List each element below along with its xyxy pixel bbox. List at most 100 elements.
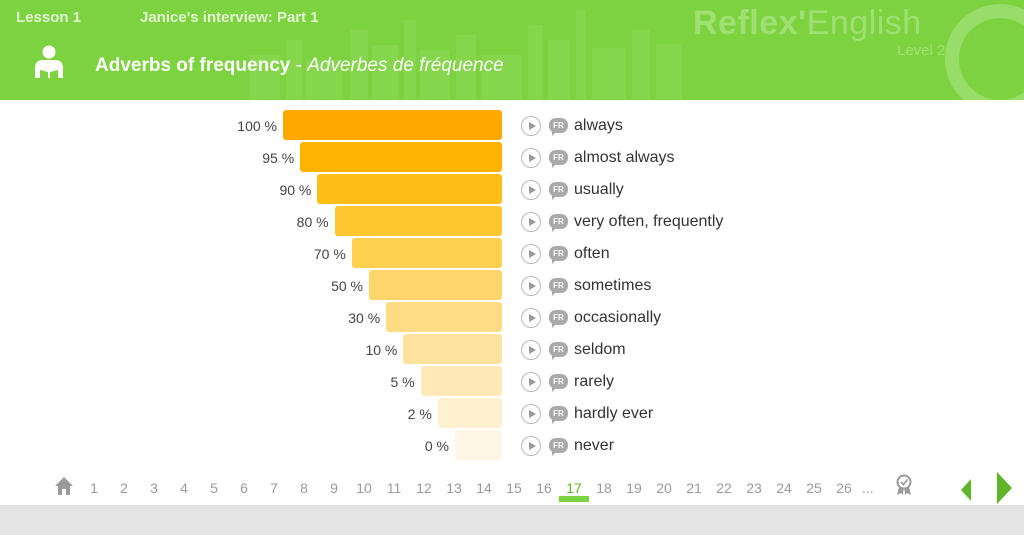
page-number[interactable]: 5 [210, 480, 218, 496]
footer-bar [0, 505, 1024, 535]
play-audio-icon[interactable] [521, 340, 541, 360]
page-number[interactable]: 20 [656, 480, 672, 496]
play-audio-icon[interactable] [521, 276, 541, 296]
page-number[interactable]: 14 [476, 480, 492, 496]
french-translation-icon[interactable]: FR [549, 438, 568, 456]
page-number[interactable]: 4 [180, 480, 188, 496]
page-number[interactable]: 16 [536, 480, 552, 496]
page-number[interactable]: 10 [356, 480, 372, 496]
adverb-label: occasionally [574, 309, 662, 326]
page-number[interactable]: 11 [386, 480, 402, 496]
percent-label: 10 % [365, 342, 398, 358]
frequency-bar [369, 270, 502, 300]
french-translation-icon[interactable]: FR [549, 118, 568, 136]
adverb-label: often [574, 245, 610, 262]
percent-label: 95 % [262, 150, 295, 166]
award-icon[interactable] [895, 474, 913, 496]
page-number[interactable]: 9 [330, 480, 338, 496]
brand-name: Reflex' [693, 4, 807, 42]
percent-label: 30 % [348, 310, 381, 326]
play-audio-icon[interactable] [521, 436, 541, 456]
frequency-bar [386, 302, 502, 332]
frequency-bar [334, 206, 502, 236]
percent-label: 90 % [279, 182, 312, 198]
frequency-bar [403, 334, 502, 364]
frequency-bar [351, 238, 502, 268]
french-translation-icon[interactable]: FR [549, 374, 568, 392]
page-number[interactable]: 2 [120, 480, 128, 496]
page-number[interactable]: 21 [686, 480, 702, 496]
brand-logo: Reflex'English [693, 4, 922, 43]
adverb-label: hardly ever [574, 405, 654, 422]
french-translation-icon[interactable]: FR [549, 278, 568, 296]
adverb-label: seldom [574, 341, 626, 358]
page-number[interactable]: 12 [416, 480, 432, 496]
title-french: Adverbes de fréquence [307, 55, 504, 76]
french-translation-icon[interactable]: FR [549, 342, 568, 360]
adverb-label: never [574, 437, 615, 454]
page-number[interactable]: 24 [776, 480, 792, 496]
page-navigation: 1 2 3 4 5 6 7 8 9 10 11 12 13 14 15 16 17 18 19 20 21 22 23 24 2… [0, 476, 1024, 504]
title-english: Adverbs of frequency [95, 55, 291, 76]
page-number[interactable]: 18 [596, 480, 612, 496]
french-translation-icon[interactable]: FR [549, 150, 568, 168]
percent-label: 80 % [296, 214, 329, 230]
page-number[interactable]: 26 [836, 480, 852, 496]
lesson-label: Lesson 1 [16, 9, 82, 26]
adverb-label: usually [574, 181, 624, 198]
percent-label: 5 % [390, 374, 415, 390]
play-audio-icon[interactable] [521, 372, 541, 392]
page-number[interactable]: 13 [446, 480, 462, 496]
adverb-label: very often, frequently [574, 213, 724, 230]
french-translation-icon[interactable]: FR [549, 310, 568, 328]
page-number[interactable]: 22 [716, 480, 732, 496]
page-number[interactable]: 17 [566, 480, 582, 496]
french-translation-icon[interactable]: FR [549, 246, 568, 264]
previous-page-button[interactable] [961, 479, 971, 501]
page-number[interactable]: 15 [506, 480, 522, 496]
level-label: Level 2 [897, 42, 946, 59]
play-audio-icon[interactable] [521, 244, 541, 264]
page-number[interactable]: 23 [746, 480, 762, 496]
percent-label: 0 % [424, 438, 449, 454]
page-number[interactable]: 25 [806, 480, 822, 496]
play-audio-icon[interactable] [521, 308, 541, 328]
brand-suffix: English [806, 4, 922, 42]
reader-icon [35, 45, 63, 80]
play-audio-icon[interactable] [521, 180, 541, 200]
interview-title: Janice's interview: Part 1 [140, 9, 319, 26]
adverb-label: sometimes [574, 277, 652, 294]
play-audio-icon[interactable] [521, 148, 541, 168]
page-title: Adverbs of frequency - Adverbes de fréqu… [95, 55, 504, 77]
percent-label: 70 % [313, 246, 346, 262]
frequency-bar [283, 110, 502, 140]
french-translation-icon[interactable]: FR [549, 406, 568, 424]
french-translation-icon[interactable]: FR [549, 214, 568, 232]
percent-label: 2 % [407, 406, 432, 422]
pagination-ellipsis: ... [862, 480, 874, 496]
header-banner: Lesson 1 Janice's interview: Part 1 Refl… [0, 0, 1024, 100]
frequency-bar [455, 430, 502, 460]
frequency-bar [300, 142, 502, 172]
french-translation-icon[interactable]: FR [549, 182, 568, 200]
next-page-button[interactable] [997, 472, 1012, 504]
play-audio-icon[interactable] [521, 404, 541, 424]
frequency-bar [317, 174, 502, 204]
frequency-bar [420, 366, 502, 396]
adverb-label: rarely [574, 373, 615, 390]
page-number[interactable]: 1 [90, 480, 98, 496]
page-number[interactable]: 3 [150, 480, 158, 496]
adverb-label: always [574, 117, 623, 134]
play-audio-icon[interactable] [521, 116, 541, 136]
percent-label: 50 % [331, 278, 363, 294]
page-number[interactable]: 19 [626, 480, 642, 496]
home-icon[interactable] [54, 476, 74, 496]
page-number[interactable]: 8 [300, 480, 308, 496]
current-page-indicator [559, 496, 589, 502]
title-separator: - [290, 55, 308, 76]
percent-label: 100 % [237, 118, 277, 134]
play-audio-icon[interactable] [521, 212, 541, 232]
adverb-label: almost always [574, 149, 675, 166]
page-number[interactable]: 6 [240, 480, 248, 496]
page-number[interactable]: 7 [270, 480, 278, 496]
